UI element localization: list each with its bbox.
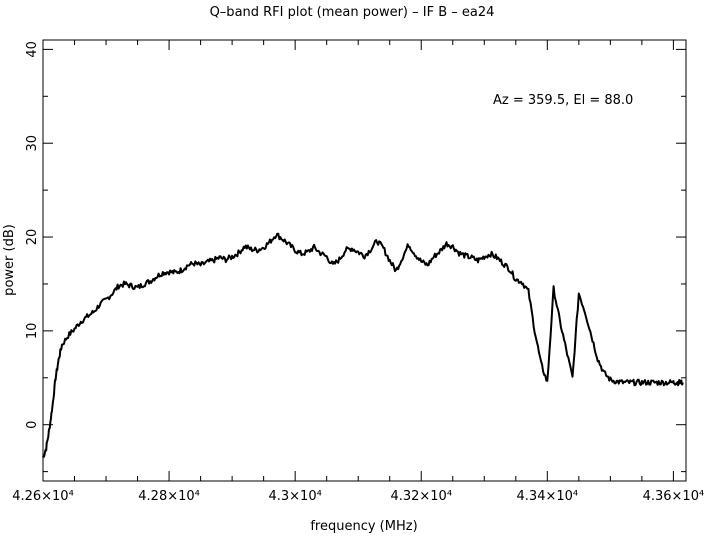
x-tick-label: 4.36×10⁴ [643,489,705,504]
y-tick-label: 20 [25,229,40,246]
x-tick-label: 4.28×10⁴ [138,489,200,504]
y-tick-label: 30 [25,135,40,152]
x-tick-label: 4.26×10⁴ [12,489,74,504]
x-tick-label: 4.32×10⁴ [390,489,452,504]
y-axis: 0 10 20 30 40 [25,41,686,473]
y-axis-label: power (dB) [2,224,17,296]
y-tick-label: 0 [25,421,40,429]
y-tick-label: 40 [25,41,40,58]
series-line-power [42,232,684,458]
y-tick-label: 10 [25,323,40,340]
x-axis: 4.26×10⁴ 4.28×10⁴ 4.3×10⁴ 4.32×10⁴ 4.34×10⁴ 4… [12,40,704,504]
pointing-annotation: Az = 359.5, El = 88.0 [493,93,633,108]
x-axis-label: frequency (MHz) [310,519,417,534]
x-tick-label: 4.3×10⁴ [268,489,321,504]
x-tick-label: 4.34×10⁴ [517,489,579,504]
plot-frame [42,39,687,482]
chart-title: Q–band RFI plot (mean power) – IF B – ea… [210,5,495,20]
